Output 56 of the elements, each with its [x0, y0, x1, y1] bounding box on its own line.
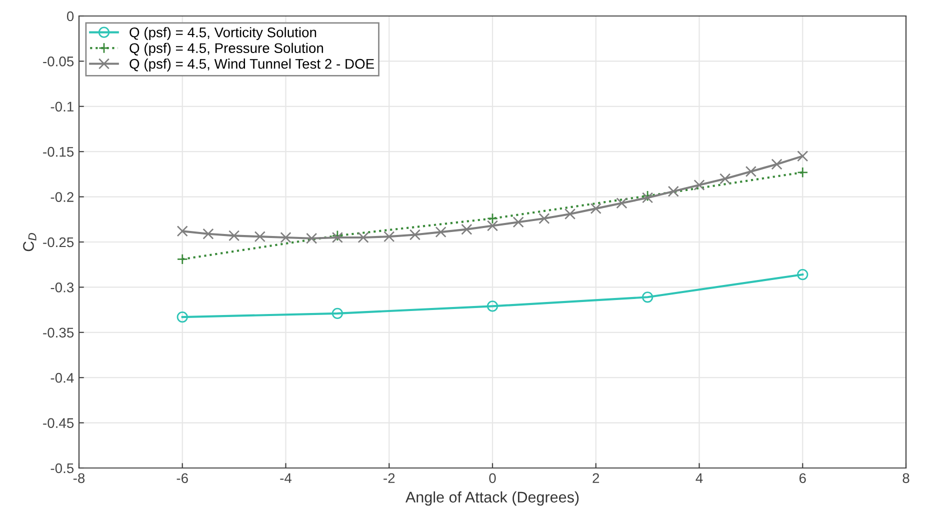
y-tick-label: -0.35	[43, 328, 74, 338]
point	[642, 292, 654, 303]
point	[280, 232, 292, 244]
y-tick-label: -0.25	[43, 237, 74, 248]
point	[176, 254, 188, 265]
legend-label: Q (psf) = 4.5, Wind Tunnel Test 2 - DOE	[130, 58, 374, 72]
x-tick-label: 4	[696, 473, 703, 483]
x-tick-label: 0	[489, 473, 496, 484]
point	[384, 231, 395, 242]
point	[694, 179, 705, 191]
point	[616, 198, 628, 209]
x-tick-label: 2	[592, 473, 600, 483]
point	[564, 208, 576, 220]
x-tick-label: -4	[280, 473, 292, 483]
point	[512, 216, 524, 228]
point	[486, 220, 498, 232]
point	[590, 202, 602, 214]
point	[202, 228, 214, 240]
x-axis-title: Angle of Attack (Degrees)	[405, 491, 579, 506]
point	[538, 212, 550, 224]
y-tick-label: -0.05	[43, 56, 74, 66]
point	[228, 230, 240, 242]
point	[797, 166, 808, 178]
y-tick-label: 0	[66, 11, 74, 22]
y-tick-label: -0.15	[43, 146, 74, 157]
point	[409, 229, 421, 240]
point	[797, 150, 808, 162]
y-tick-label: -0.2	[50, 192, 74, 202]
point	[797, 268, 808, 280]
legend-label: Q (psf) = 4.5, Pressure Solution	[130, 42, 324, 56]
point	[176, 311, 188, 323]
point	[358, 232, 369, 244]
point	[461, 224, 472, 235]
y-tick-label: -0.5	[50, 463, 74, 474]
point	[254, 231, 266, 242]
x-tick-label: -6	[176, 473, 188, 484]
y-tick-label: -0.3	[50, 282, 74, 292]
y-tick-label: -0.1	[50, 102, 74, 112]
x-tick-label: -8	[73, 473, 85, 484]
y-tick-label: -0.4	[50, 372, 74, 383]
x-tick-label: 8	[902, 473, 910, 484]
point	[745, 166, 756, 178]
y-tick-label: -0.45	[43, 418, 74, 428]
point	[720, 173, 731, 184]
y-axis-title: C$_{D}$	[23, 233, 36, 252]
point	[306, 232, 318, 244]
point	[435, 226, 446, 238]
point	[176, 226, 188, 237]
legend-label: Q (psf) = 4.5, Vorticity Solution	[130, 27, 316, 40]
x-tick-label: -2	[384, 473, 395, 483]
point	[486, 212, 498, 224]
x-tick-label: 6	[799, 473, 806, 484]
point	[668, 186, 679, 197]
point	[486, 300, 498, 312]
point	[332, 308, 343, 319]
point	[771, 158, 782, 170]
